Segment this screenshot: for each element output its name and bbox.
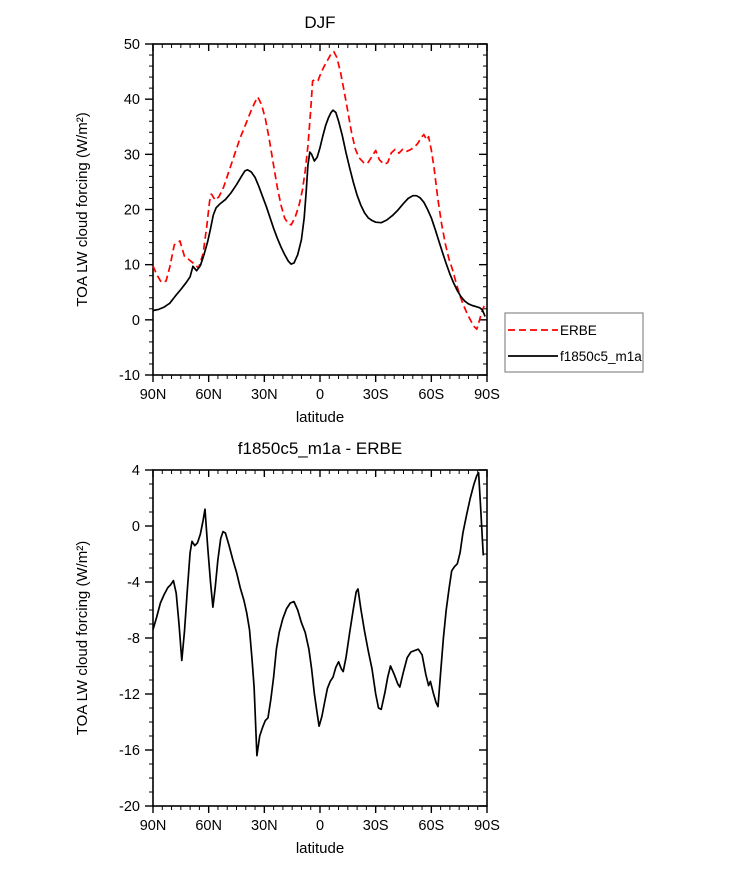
x-tick-label: 30S	[363, 818, 389, 834]
y-tick-label: -20	[119, 799, 140, 815]
y-tick-label: 10	[124, 258, 140, 274]
x-tick-label: 60N	[195, 818, 222, 834]
x-tick-label: 60S	[418, 818, 444, 834]
y-tick-label: 0	[132, 519, 140, 535]
x-tick-label: 90N	[140, 818, 167, 834]
y-tick-label: 50	[124, 37, 140, 53]
x-tick-label: 90S	[474, 818, 500, 834]
x-tick-label: 90N	[140, 387, 167, 403]
y-tick-label: 30	[124, 147, 140, 163]
x-tick-label: 0	[316, 818, 324, 834]
series-line-f1850c5-m1a-erbe	[152, 471, 485, 757]
x-tick-label: 30N	[251, 818, 278, 834]
legend-box	[504, 312, 644, 373]
legend-label: ERBE	[560, 323, 597, 338]
series-line-erbe	[152, 50, 485, 331]
y-tick-label: -10	[119, 368, 140, 384]
y-tick-label: -8	[127, 631, 140, 647]
x-tick-label: 30S	[363, 387, 389, 403]
x-axis-title: latitude	[296, 840, 344, 857]
y-tick-label: 20	[124, 203, 140, 219]
plot-frame	[152, 43, 488, 376]
x-tick-label: 0	[316, 387, 324, 403]
y-tick-label: -4	[127, 575, 140, 591]
y-tick-label: -12	[119, 687, 140, 703]
x-tick-label: 90S	[474, 387, 500, 403]
y-tick-label: 4	[132, 463, 140, 479]
x-tick-label: 30N	[251, 387, 278, 403]
y-tick-label: 0	[132, 313, 140, 329]
legend-label: f1850c5_m1a	[560, 349, 642, 364]
series-line-f1850c5-m1a	[152, 109, 486, 317]
y-axis-title: TOA LW cloud forcing (W/m²)	[74, 541, 91, 735]
chart-title: f1850c5_m1a - ERBE	[238, 439, 402, 458]
x-tick-label: 60S	[418, 387, 444, 403]
x-tick-label: 60N	[195, 387, 222, 403]
x-axis-title: latitude	[296, 409, 344, 426]
chart-title: DJF	[304, 13, 335, 32]
y-tick-label: -16	[119, 743, 140, 759]
y-tick-label: 40	[124, 92, 140, 108]
y-axis-title: TOA LW cloud forcing (W/m²)	[74, 112, 91, 306]
